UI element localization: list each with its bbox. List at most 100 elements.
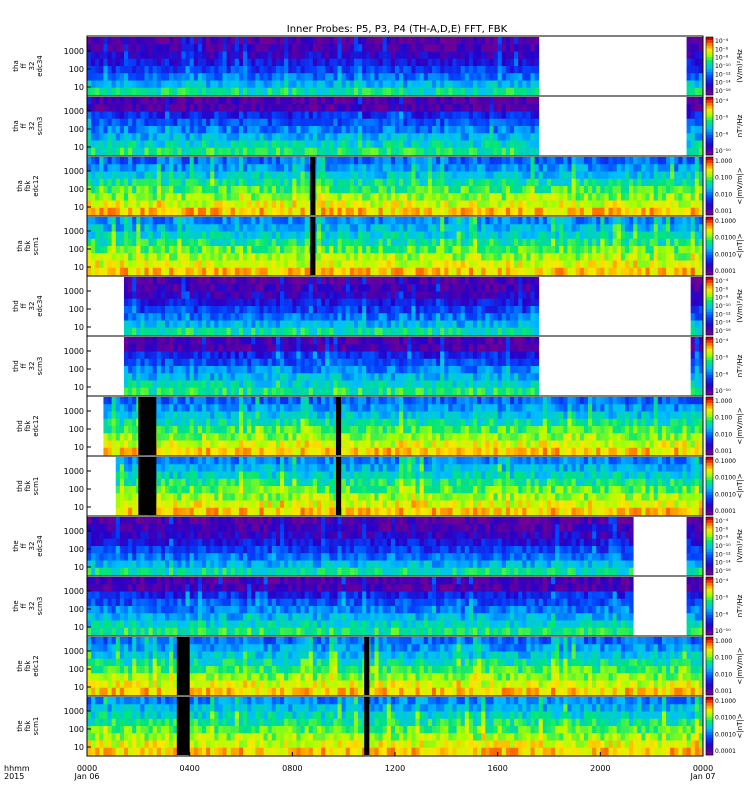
- spectrogram-cell: [264, 292, 269, 300]
- spectrogram-cell: [399, 328, 404, 336]
- spectrogram-cell: [674, 164, 679, 172]
- spectrogram-cell: [526, 172, 531, 180]
- spectrogram-cell: [473, 73, 478, 81]
- spectrogram-cell: [99, 133, 104, 141]
- spectrogram-cell: [391, 306, 396, 314]
- spectrogram-cell: [576, 208, 581, 216]
- spectrogram-cell: [420, 133, 425, 141]
- spectrogram-cell: [99, 81, 104, 89]
- spectrogram-cell: [157, 201, 162, 209]
- spectrogram-cell: [103, 253, 108, 261]
- spectrogram-cell: [259, 126, 264, 134]
- spectrogram-cell: [255, 186, 260, 194]
- spectrogram-cell: [350, 52, 355, 60]
- spectrogram-cell: [333, 59, 338, 67]
- spectrogram-cell: [481, 224, 486, 232]
- spectrogram-cell: [514, 66, 519, 74]
- spectrogram-cell: [383, 97, 388, 105]
- spectrogram-cell: [218, 97, 223, 105]
- spectrogram-cell: [691, 141, 696, 149]
- spectrogram-cell: [198, 73, 203, 81]
- spectrogram-cell: [214, 97, 219, 105]
- spectrogram-cell: [387, 73, 392, 81]
- spectrogram-cell: [227, 73, 232, 81]
- spectrogram-cell: [321, 313, 326, 321]
- spectrogram-cell: [391, 157, 396, 165]
- spectrogram-cell: [218, 52, 223, 60]
- spectrogram-cell: [251, 186, 256, 194]
- spectrogram-cell: [407, 246, 412, 254]
- spectrogram-cell: [411, 186, 416, 194]
- spectrogram-cell: [387, 141, 392, 149]
- spectrogram-cell: [210, 88, 215, 96]
- spectrogram-cell: [186, 73, 191, 81]
- spectrogram-cell: [613, 253, 618, 261]
- spectrogram-cell: [317, 208, 322, 216]
- spectrogram-cell: [547, 261, 552, 269]
- spectrogram-cell: [99, 52, 104, 60]
- spectrogram-cell: [695, 164, 700, 172]
- spectrogram-cell: [223, 119, 228, 127]
- spectrogram-cell: [366, 164, 371, 172]
- spectrogram-cell: [465, 193, 470, 201]
- spectrogram-cell: [584, 224, 589, 232]
- spectrogram-cell: [190, 261, 195, 269]
- spectrogram-cell: [370, 112, 375, 120]
- spectrogram-cell: [555, 261, 560, 269]
- spectrogram-cell: [305, 268, 310, 276]
- spectrogram-cell: [243, 81, 248, 89]
- spectrogram-cell: [296, 88, 301, 96]
- spectrogram-cell: [687, 81, 692, 89]
- spectrogram-cell: [407, 292, 412, 300]
- spectrogram-cell: [157, 299, 162, 307]
- spectrogram-cell: [617, 217, 622, 225]
- spectrogram-cell: [440, 217, 445, 225]
- spectrogram-cell: [436, 88, 441, 96]
- spectrogram-cell: [116, 37, 121, 45]
- spectrogram-cell: [181, 239, 186, 247]
- spectrogram-cell: [136, 52, 141, 60]
- spectrogram-cell: [506, 112, 511, 120]
- spectrogram-cell: [223, 277, 228, 285]
- spectrogram-cell: [239, 253, 244, 261]
- spectrogram-cell: [580, 157, 585, 165]
- spectrogram-cell: [572, 208, 577, 216]
- spectrogram-cell: [161, 299, 166, 307]
- spectrogram-cell: [124, 97, 129, 105]
- spectrogram-cell: [202, 133, 207, 141]
- spectrogram-cell: [276, 141, 281, 149]
- spectrogram-cell: [264, 73, 269, 81]
- spectrogram-cell: [682, 164, 687, 172]
- spectrogram-cell: [395, 73, 400, 81]
- spectrogram-cell: [350, 148, 355, 156]
- spectrogram-cell: [687, 224, 692, 232]
- spectrogram-cell: [116, 133, 121, 141]
- spectrogram-cell: [173, 268, 178, 276]
- spectrogram-cell: [391, 268, 396, 276]
- spectrogram-cell: [526, 88, 531, 96]
- spectrogram-cell: [255, 126, 260, 134]
- spectrogram-cell: [259, 44, 264, 52]
- spectrogram-cell: [235, 284, 240, 292]
- spectrogram-cell: [223, 59, 228, 67]
- spectrogram-cell: [411, 239, 416, 247]
- spectrogram-cell: [489, 66, 494, 74]
- spectrogram-cell: [165, 277, 170, 285]
- spectrogram-cell: [333, 179, 338, 187]
- spectrogram-cell: [658, 201, 663, 209]
- spectrogram-cell: [132, 148, 137, 156]
- spectrogram-cell: [494, 66, 499, 74]
- spectrogram-cell: [481, 112, 486, 120]
- spectrogram-cell: [420, 208, 425, 216]
- spectrogram-cell: [247, 44, 252, 52]
- spectrogram-cell: [498, 59, 503, 67]
- spectrogram-cell: [177, 44, 182, 52]
- spectrogram-cell: [259, 104, 264, 112]
- spectrogram-cell: [395, 59, 400, 67]
- spectrogram-cell: [223, 186, 228, 194]
- spectrogram-cell: [157, 88, 162, 96]
- spectrogram-cell: [391, 112, 396, 120]
- spectrogram-cell: [255, 172, 260, 180]
- spectrogram-cell: [186, 157, 191, 165]
- spectrogram-cell: [428, 104, 433, 112]
